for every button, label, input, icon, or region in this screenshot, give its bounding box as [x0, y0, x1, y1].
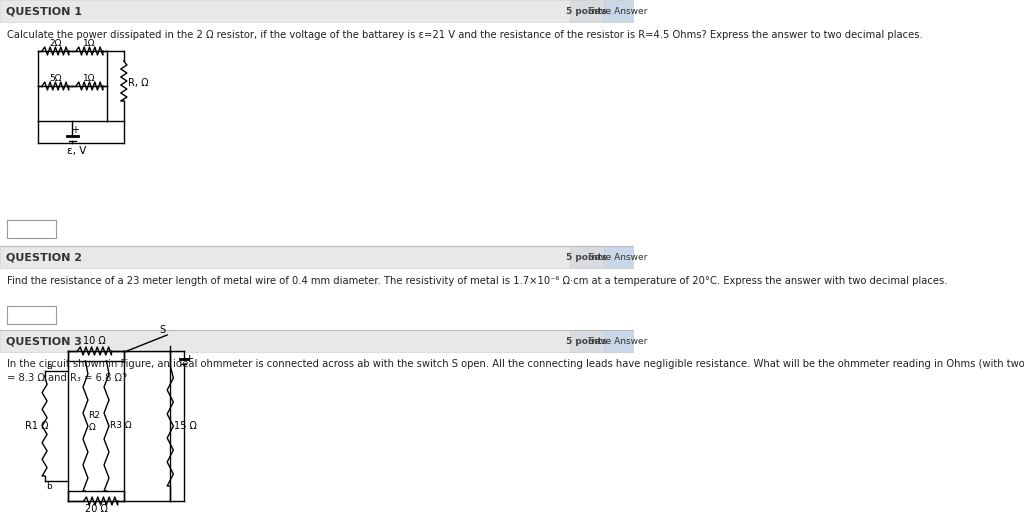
Text: b: b	[46, 482, 52, 491]
Text: 20 Ω: 20 Ω	[85, 504, 108, 514]
Text: 2Ω: 2Ω	[49, 39, 61, 48]
Text: Save Answer: Save Answer	[590, 6, 648, 15]
Bar	[0, 330, 634, 352]
Text: In the circuit shown in Figure, an ideal ohmmeter is connected across ab with th: In the circuit shown in Figure, an ideal…	[7, 359, 1024, 369]
Text: +: +	[185, 354, 195, 364]
Bar	[569, 330, 604, 352]
Bar	[0, 0, 634, 22]
Bar	[604, 0, 634, 22]
Text: 1Ω: 1Ω	[83, 39, 95, 48]
Text: R3 Ω: R3 Ω	[110, 421, 131, 430]
Text: 5 points: 5 points	[565, 337, 607, 346]
Text: R1 Ω: R1 Ω	[25, 421, 48, 431]
Text: QUESTION 2: QUESTION 2	[6, 252, 82, 262]
Bar	[569, 0, 604, 22]
Text: S: S	[159, 325, 165, 335]
Text: 5 points: 5 points	[565, 6, 607, 15]
Text: a: a	[46, 362, 52, 371]
Bar	[7, 306, 55, 324]
Bar	[569, 246, 604, 268]
Text: Ω: Ω	[88, 423, 95, 432]
Bar	[7, 220, 55, 238]
Text: = 8.3 Ω and R₃ = 6.8 Ω?: = 8.3 Ω and R₃ = 6.8 Ω?	[7, 373, 128, 383]
Text: Find the resistance of a 23 meter length of metal wire of 0.4 mm diameter. The r: Find the resistance of a 23 meter length…	[7, 276, 948, 286]
Bar	[604, 330, 634, 352]
Text: Save Answer: Save Answer	[590, 337, 648, 346]
Text: Calculate the power dissipated in the 2 Ω resistor, if the voltage of the battar: Calculate the power dissipated in the 2 …	[7, 30, 924, 40]
Text: ε, V: ε, V	[68, 146, 87, 156]
Bar	[0, 246, 634, 268]
Text: QUESTION 1: QUESTION 1	[6, 6, 82, 16]
Text: 5Ω: 5Ω	[49, 74, 61, 83]
Text: R, Ω: R, Ω	[128, 78, 148, 88]
Text: 15 Ω: 15 Ω	[174, 421, 197, 431]
Text: QUESTION 3: QUESTION 3	[6, 336, 82, 346]
Text: 10 Ω: 10 Ω	[83, 336, 105, 346]
Bar	[604, 246, 634, 268]
Text: R2: R2	[88, 411, 100, 420]
Text: 1Ω: 1Ω	[83, 74, 95, 83]
Text: 5 points: 5 points	[565, 252, 607, 261]
Text: +: +	[71, 125, 79, 135]
Text: Save Answer: Save Answer	[590, 252, 648, 261]
